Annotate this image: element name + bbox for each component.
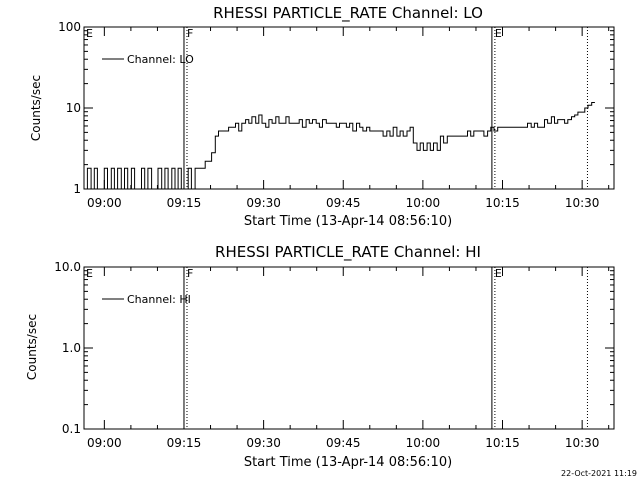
hi-y-tick-label: 10.0: [54, 260, 81, 274]
hi-x-tick-label: 09:30: [246, 436, 281, 450]
lo-x-tick-label: 10:30: [565, 196, 600, 210]
hi-y-tick-label: 0.1: [62, 422, 81, 436]
hi-y-axis-label: Counts/sec: [25, 314, 39, 380]
hi-event-marker-label: F: [187, 267, 193, 280]
lo-x-tick-label: 09:30: [246, 196, 281, 210]
hi-x-tick-label: 09:15: [167, 436, 202, 450]
lo-series-line: [84, 102, 595, 190]
hi-x-tick-label: 10:00: [406, 436, 441, 450]
lo-x-tick-label: 10:00: [406, 196, 441, 210]
lo-y-tick-label: 10: [66, 101, 81, 115]
generation-timestamp: 22-Oct-2021 11:19: [561, 469, 637, 478]
hi-event-marker-label: E: [495, 267, 502, 280]
lo-channel-panel: RHESSI PARTICLE_RATE Channel: LO Counts/…: [29, 4, 615, 229]
lo-plot-layer: 1 10 100 09:00 09:15 09:30 09:45 10:00 10:15 10:3…: [58, 20, 615, 210]
lo-y-tick-label: 1: [73, 182, 81, 196]
lo-chart-title: RHESSI PARTICLE_RATE Channel: LO: [213, 4, 483, 23]
lo-event-marker-label: E: [495, 27, 502, 40]
lo-y-axis-label: Counts/sec: [29, 75, 43, 141]
hi-x-tick-label: 10:15: [485, 436, 520, 450]
lo-x-axis-label: Start Time (13-Apr-14 08:56:10): [244, 214, 452, 229]
hi-plot-layer: 0.1 1.0 10.0 09:00 09:15 09:30 09:45 10:00 10:15…: [54, 260, 615, 450]
hi-x-tick-label: 10:30: [565, 436, 600, 450]
hi-chart-title: RHESSI PARTICLE_RATE Channel: HI: [215, 243, 481, 262]
lo-x-tick-label: 09:00: [87, 196, 122, 210]
hi-x-axis-label: Start Time (13-Apr-14 08:56:10): [244, 455, 452, 470]
lo-y-tick-label: 100: [58, 20, 81, 34]
hi-x-tick-label: 09:00: [87, 436, 122, 450]
lo-x-tick-label: 09:15: [167, 196, 202, 210]
lo-x-tick-label: 10:15: [485, 196, 520, 210]
lo-event-marker-label: F: [187, 27, 193, 40]
hi-y-tick-label: 1.0: [62, 341, 81, 355]
hi-legend-label: Channel: HI: [127, 293, 191, 306]
lo-x-tick-label: 09:45: [326, 196, 361, 210]
lo-legend-label: Channel: LO: [127, 53, 194, 66]
lo-event-marker-label: E: [86, 27, 93, 40]
hi-event-marker-label: E: [86, 267, 93, 280]
hi-x-tick-label: 09:45: [326, 436, 361, 450]
hi-channel-panel: RHESSI PARTICLE_RATE Channel: HI Counts/…: [25, 243, 615, 470]
